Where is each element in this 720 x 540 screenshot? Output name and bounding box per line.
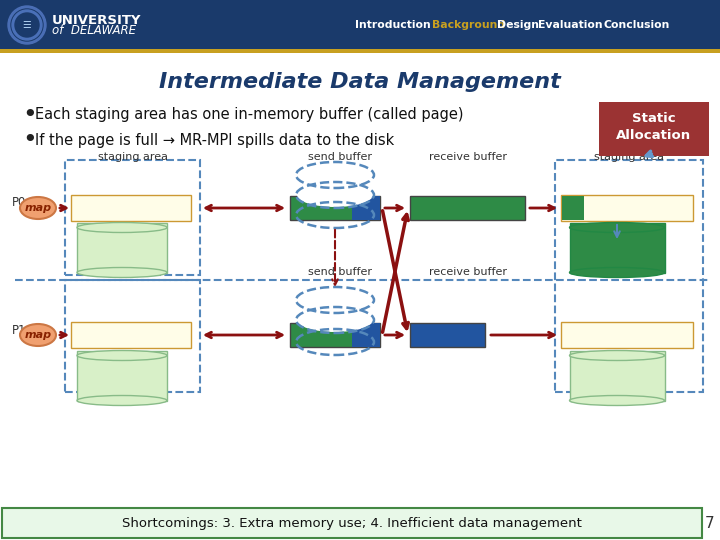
Ellipse shape bbox=[77, 395, 167, 406]
Ellipse shape bbox=[297, 308, 373, 332]
FancyBboxPatch shape bbox=[561, 322, 693, 348]
Text: P0: P0 bbox=[12, 197, 27, 210]
FancyBboxPatch shape bbox=[352, 196, 380, 220]
FancyBboxPatch shape bbox=[570, 350, 665, 401]
Text: Conclusion: Conclusion bbox=[603, 20, 670, 30]
Bar bbox=[0, 0, 720, 50]
FancyBboxPatch shape bbox=[410, 196, 525, 220]
Ellipse shape bbox=[77, 222, 167, 233]
Text: Background: Background bbox=[432, 20, 505, 30]
Bar bbox=[2, 508, 702, 538]
Text: staging area: staging area bbox=[98, 152, 168, 162]
Text: UNIVERSITY: UNIVERSITY bbox=[52, 15, 142, 28]
FancyBboxPatch shape bbox=[561, 195, 693, 221]
Ellipse shape bbox=[77, 350, 167, 361]
Text: ☰: ☰ bbox=[22, 20, 32, 30]
Text: P1: P1 bbox=[12, 323, 27, 336]
Text: If the page is full → MR-MPI spills data to the disk: If the page is full → MR-MPI spills data… bbox=[35, 132, 395, 147]
Ellipse shape bbox=[20, 324, 56, 346]
Text: receive buffer: receive buffer bbox=[429, 152, 507, 162]
FancyBboxPatch shape bbox=[77, 350, 167, 401]
Text: map: map bbox=[24, 330, 52, 340]
Circle shape bbox=[8, 6, 46, 44]
Circle shape bbox=[11, 9, 43, 41]
Ellipse shape bbox=[20, 197, 56, 219]
Text: send buffer: send buffer bbox=[308, 267, 372, 277]
Text: of  DELAWARE: of DELAWARE bbox=[52, 24, 136, 37]
Text: Intermediate Data Management: Intermediate Data Management bbox=[159, 72, 561, 92]
Ellipse shape bbox=[77, 267, 167, 278]
FancyBboxPatch shape bbox=[599, 102, 709, 156]
FancyBboxPatch shape bbox=[71, 195, 191, 221]
Text: Shortcomings: 3. Extra memory use; 4. Inefficient data management: Shortcomings: 3. Extra memory use; 4. In… bbox=[122, 516, 582, 530]
FancyBboxPatch shape bbox=[352, 323, 380, 347]
Text: Design: Design bbox=[497, 20, 539, 30]
Text: Static
Allocation: Static Allocation bbox=[616, 112, 692, 142]
Text: staging area: staging area bbox=[594, 152, 664, 162]
Circle shape bbox=[12, 10, 42, 40]
Ellipse shape bbox=[297, 183, 373, 207]
Text: 7: 7 bbox=[705, 516, 715, 530]
Text: receive buffer: receive buffer bbox=[429, 267, 507, 277]
Ellipse shape bbox=[297, 163, 373, 187]
Text: map: map bbox=[24, 203, 52, 213]
Circle shape bbox=[15, 13, 39, 37]
FancyBboxPatch shape bbox=[410, 323, 485, 347]
Text: Introduction: Introduction bbox=[355, 20, 431, 30]
FancyBboxPatch shape bbox=[71, 322, 191, 348]
Ellipse shape bbox=[570, 395, 665, 406]
Text: send buffer: send buffer bbox=[308, 152, 372, 162]
Ellipse shape bbox=[570, 267, 665, 278]
FancyBboxPatch shape bbox=[290, 196, 380, 220]
Ellipse shape bbox=[570, 222, 665, 233]
FancyBboxPatch shape bbox=[77, 222, 167, 273]
Text: Evaluation: Evaluation bbox=[538, 20, 603, 30]
Text: Each staging area has one in-memory buffer (called page): Each staging area has one in-memory buff… bbox=[35, 107, 464, 123]
FancyBboxPatch shape bbox=[562, 196, 584, 220]
FancyBboxPatch shape bbox=[570, 222, 665, 273]
Ellipse shape bbox=[570, 350, 665, 361]
Text: •: • bbox=[22, 103, 37, 127]
Text: •: • bbox=[22, 128, 37, 152]
Bar bbox=[0, 49, 720, 53]
FancyBboxPatch shape bbox=[290, 323, 380, 347]
Ellipse shape bbox=[297, 288, 373, 312]
